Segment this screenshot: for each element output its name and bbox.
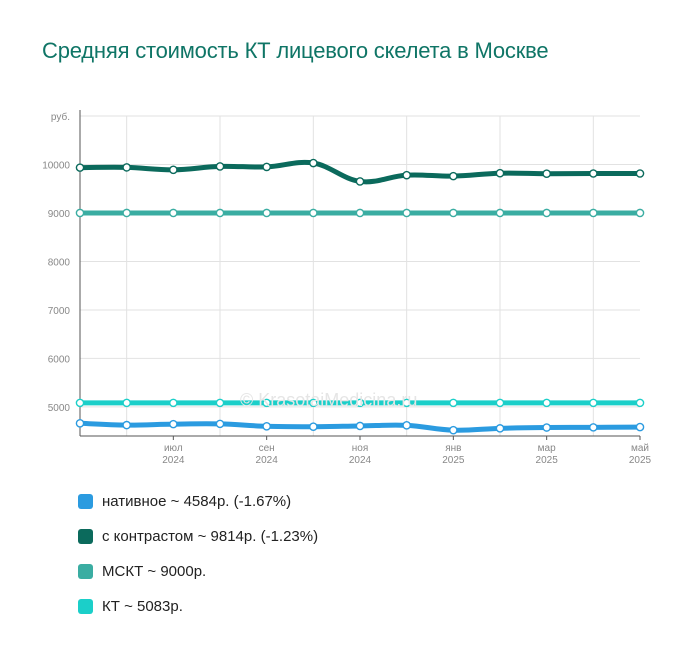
data-point-МСКТ [402, 208, 411, 218]
legend-item: КТ ~ 5083р. [78, 589, 318, 624]
data-point-КТ [309, 398, 318, 408]
data-point-КТ [215, 398, 225, 408]
data-point-КТ [589, 398, 598, 408]
data-point-нативное [495, 424, 505, 433]
data-point-с-контрастом [635, 169, 645, 178]
data-point-МСКТ [262, 208, 271, 218]
x-tick-label-year: 2024 [256, 455, 279, 466]
x-tick-label-month: мар [538, 443, 556, 454]
y-tick-label: 6000 [48, 354, 71, 365]
legend-swatch [78, 529, 93, 544]
y-axis-unit-label: руб. [51, 111, 70, 123]
data-point-нативное [122, 420, 131, 430]
data-point-МСКТ [589, 208, 598, 218]
data-point-КТ [262, 398, 271, 408]
x-tick-label-year: 2025 [536, 455, 559, 466]
data-point-с-контрастом [75, 163, 85, 172]
data-point-с-контрастом [355, 177, 365, 186]
data-point-КТ [169, 398, 178, 408]
data-point-КТ [122, 398, 131, 408]
data-point-МСКТ [355, 208, 365, 218]
data-point-МСКТ [122, 208, 131, 218]
data-point-МСКТ [449, 208, 458, 218]
x-tick-label-month: июл [164, 443, 183, 454]
x-tick-label-month: сен [259, 443, 275, 454]
data-point-КТ [495, 398, 505, 408]
data-point-нативное [169, 419, 178, 429]
data-point-с-контрастом [542, 169, 551, 178]
x-tick-label-year: 2024 [162, 455, 185, 466]
data-point-с-контрастом [122, 163, 131, 172]
data-point-с-контрастом [449, 171, 458, 181]
y-tick-label: 5000 [48, 403, 71, 414]
data-point-МСКТ [309, 208, 318, 218]
legend: нативное ~ 4584р. (-1.67%) с контрастом ~… [78, 484, 318, 624]
legend-label: нативное ~ 4584р. (-1.67%) [102, 493, 292, 510]
legend-label: МСКТ ~ 9000р. [102, 563, 207, 580]
legend-swatch [78, 599, 93, 614]
legend-label: КТ ~ 5083р. [102, 598, 183, 615]
data-point-нативное [262, 422, 271, 431]
data-point-КТ [355, 398, 365, 408]
x-tick-label-month: янв [445, 443, 461, 454]
legend-swatch [78, 494, 93, 509]
x-tick-label-month: май [631, 443, 649, 454]
data-point-с-контрастом [215, 162, 225, 171]
axes: 5000600070008000900010000руб.июл2024сен2… [42, 110, 652, 466]
data-point-нативное [589, 423, 598, 432]
data-point-с-контрастом [169, 165, 178, 175]
x-tick-label-year: 2025 [442, 455, 465, 466]
data-point-с-контрастом [589, 169, 598, 178]
grid [80, 115, 640, 436]
data-point-КТ [542, 398, 551, 408]
data-point-нативное [635, 422, 645, 432]
legend-item: с контрастом ~ 9814р. (-1.23%) [78, 519, 318, 554]
data-point-МСКТ [542, 208, 551, 218]
x-tick-label-year: 2025 [629, 455, 652, 466]
data-point-с-контрастом [262, 162, 271, 172]
data-point-нативное [449, 425, 458, 435]
data-point-МСКТ [169, 208, 178, 218]
data-point-МСКТ [215, 208, 225, 218]
y-tick-label: 9000 [48, 209, 71, 220]
data-point-КТ [75, 398, 85, 408]
legend-swatch [78, 564, 93, 579]
data-point-нативное [309, 422, 318, 431]
data-point-МСКТ [635, 208, 645, 218]
data-point-с-контрастом [402, 170, 411, 180]
legend-item: нативное ~ 4584р. (-1.67%) [78, 484, 318, 519]
data-point-КТ [635, 398, 645, 408]
legend-label: с контрастом ~ 9814р. (-1.23%) [102, 528, 319, 545]
x-tick-label-year: 2024 [349, 455, 372, 466]
legend-item: МСКТ ~ 9000р. [78, 554, 318, 589]
data-point-КТ [449, 398, 458, 408]
data-point-нативное [355, 421, 365, 431]
data-point-с-контрастом [495, 168, 505, 178]
data-point-нативное [215, 419, 225, 429]
data-point-нативное [402, 421, 411, 430]
x-tick-label-month: ноя [352, 443, 369, 454]
data-point-нативное [542, 423, 551, 432]
data-point-МСКТ [495, 208, 505, 218]
line-chart: 5000600070008000900010000руб.июл2024сен2… [42, 110, 652, 466]
chart-title: Средняя стоимость КТ лицевого скелета в … [42, 38, 549, 63]
y-tick-label: 10000 [42, 160, 70, 171]
data-points [75, 158, 645, 435]
y-tick-label: 7000 [48, 306, 71, 317]
data-point-МСКТ [75, 208, 85, 218]
data-point-нативное [75, 418, 85, 428]
watermark: © KrasotaiMedicina.ru [240, 390, 418, 410]
data-point-с-контрастом [309, 158, 318, 168]
data-point-КТ [402, 398, 411, 408]
y-tick-label: 8000 [48, 257, 71, 268]
